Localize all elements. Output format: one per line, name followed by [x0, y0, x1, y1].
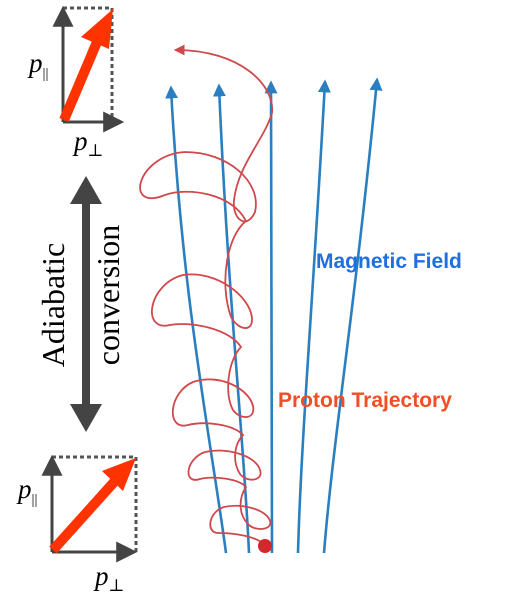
p-parallel-label-top: p|| — [27, 48, 49, 82]
field-line-5 — [322, 77, 383, 554]
momentum-arrowhead-top — [81, 9, 113, 49]
magnetic-field-label: Magnetic Field — [316, 250, 462, 273]
momentum-arrowhead-bottom — [102, 458, 136, 491]
magnetic-field-lines — [165, 77, 383, 554]
momentum-diagram-top: p|| p⊥ — [27, 5, 125, 160]
double-arrow-top-head — [70, 176, 102, 204]
p-perp-label-bottom: p⊥ — [93, 561, 125, 595]
momentum-shaft-top — [59, 40, 102, 122]
double-arrow-bottom-head — [70, 404, 102, 432]
dotted-box-top — [63, 6, 114, 122]
conversion-label: conversion — [90, 225, 126, 365]
field-line-3 — [264, 80, 278, 554]
proton-start-dot — [258, 539, 272, 553]
proton-trajectory-label: Proton Trajectory — [278, 389, 452, 412]
field-line-4 — [296, 79, 331, 554]
p-parallel-label-bottom: p|| — [16, 474, 38, 508]
momentum-shaft-bottom — [49, 477, 119, 554]
adiabatic-double-arrow — [70, 176, 102, 432]
adiabatic-label: Adiabatic — [35, 243, 71, 367]
dotted-box-bottom — [52, 455, 138, 552]
momentum-diagram-bottom: p|| p⊥ — [16, 454, 138, 595]
field-line-2 — [212, 83, 251, 554]
field-line-1 — [165, 85, 228, 554]
proton-trajectory — [139, 44, 273, 546]
p-perp-label-top: p⊥ — [72, 126, 104, 160]
